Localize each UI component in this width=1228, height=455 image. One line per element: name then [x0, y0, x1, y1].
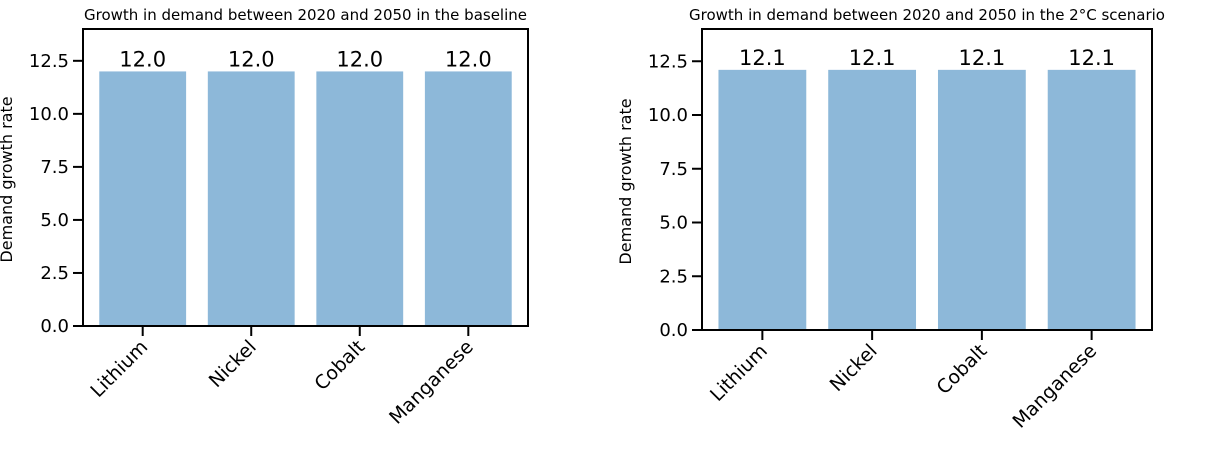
y-axis-label: Demand growth rate — [616, 98, 635, 264]
y-tick-label: 7.5 — [40, 157, 69, 178]
x-tick-label: Nickel — [826, 340, 882, 396]
plot-frame — [82, 28, 529, 327]
bar-manganese — [1047, 69, 1136, 330]
bar-cobalt — [316, 71, 404, 326]
x-tick-label: Lithium — [86, 336, 152, 402]
y-axis-label: Demand growth rate — [0, 96, 16, 262]
y-tick-label: 7.5 — [659, 159, 688, 180]
y-tick-label: 2.5 — [659, 266, 688, 287]
data-label: 12.1 — [1068, 46, 1115, 70]
y-tick-label: 0.0 — [40, 316, 69, 337]
data-label: 12.1 — [958, 46, 1005, 70]
data-label: 12.0 — [119, 47, 166, 71]
data-label: 12.0 — [336, 47, 383, 71]
y-tick-label: 5.0 — [40, 210, 69, 231]
bar-cobalt — [937, 69, 1026, 330]
y-tick-label: 12.5 — [29, 51, 69, 72]
plot-frame — [701, 28, 1153, 331]
x-tick-label: Cobalt — [932, 340, 991, 399]
chart-panel-2: Growth in demand between 2020 and 2050 i… — [616, 6, 1165, 433]
data-label: 12.0 — [228, 47, 275, 71]
y-tick-label: 5.0 — [659, 213, 688, 234]
bar-lithium — [99, 71, 187, 326]
bar-nickel — [828, 69, 917, 330]
x-tick-label: Manganese — [1008, 340, 1101, 433]
data-label: 12.0 — [445, 47, 492, 71]
x-tick-label: Lithium — [706, 340, 772, 406]
bar-manganese — [424, 71, 512, 326]
y-tick-label: 12.5 — [648, 51, 688, 72]
y-tick-label: 10.0 — [29, 104, 69, 125]
x-tick-label: Cobalt — [310, 336, 369, 395]
y-tick-label: 0.0 — [659, 320, 688, 341]
data-label: 12.1 — [739, 46, 786, 70]
chart-title: Growth in demand between 2020 and 2050 i… — [84, 6, 527, 24]
chart-title: Growth in demand between 2020 and 2050 i… — [689, 6, 1165, 24]
x-tick-label: Nickel — [205, 336, 261, 392]
y-tick-label: 2.5 — [40, 263, 69, 284]
bar-nickel — [207, 71, 295, 326]
chart-panel-1: Growth in demand between 2020 and 2050 i… — [0, 6, 529, 429]
y-tick-label: 10.0 — [648, 105, 688, 126]
x-tick-label: Manganese — [385, 336, 478, 429]
data-label: 12.1 — [849, 46, 896, 70]
bar-lithium — [718, 69, 807, 330]
